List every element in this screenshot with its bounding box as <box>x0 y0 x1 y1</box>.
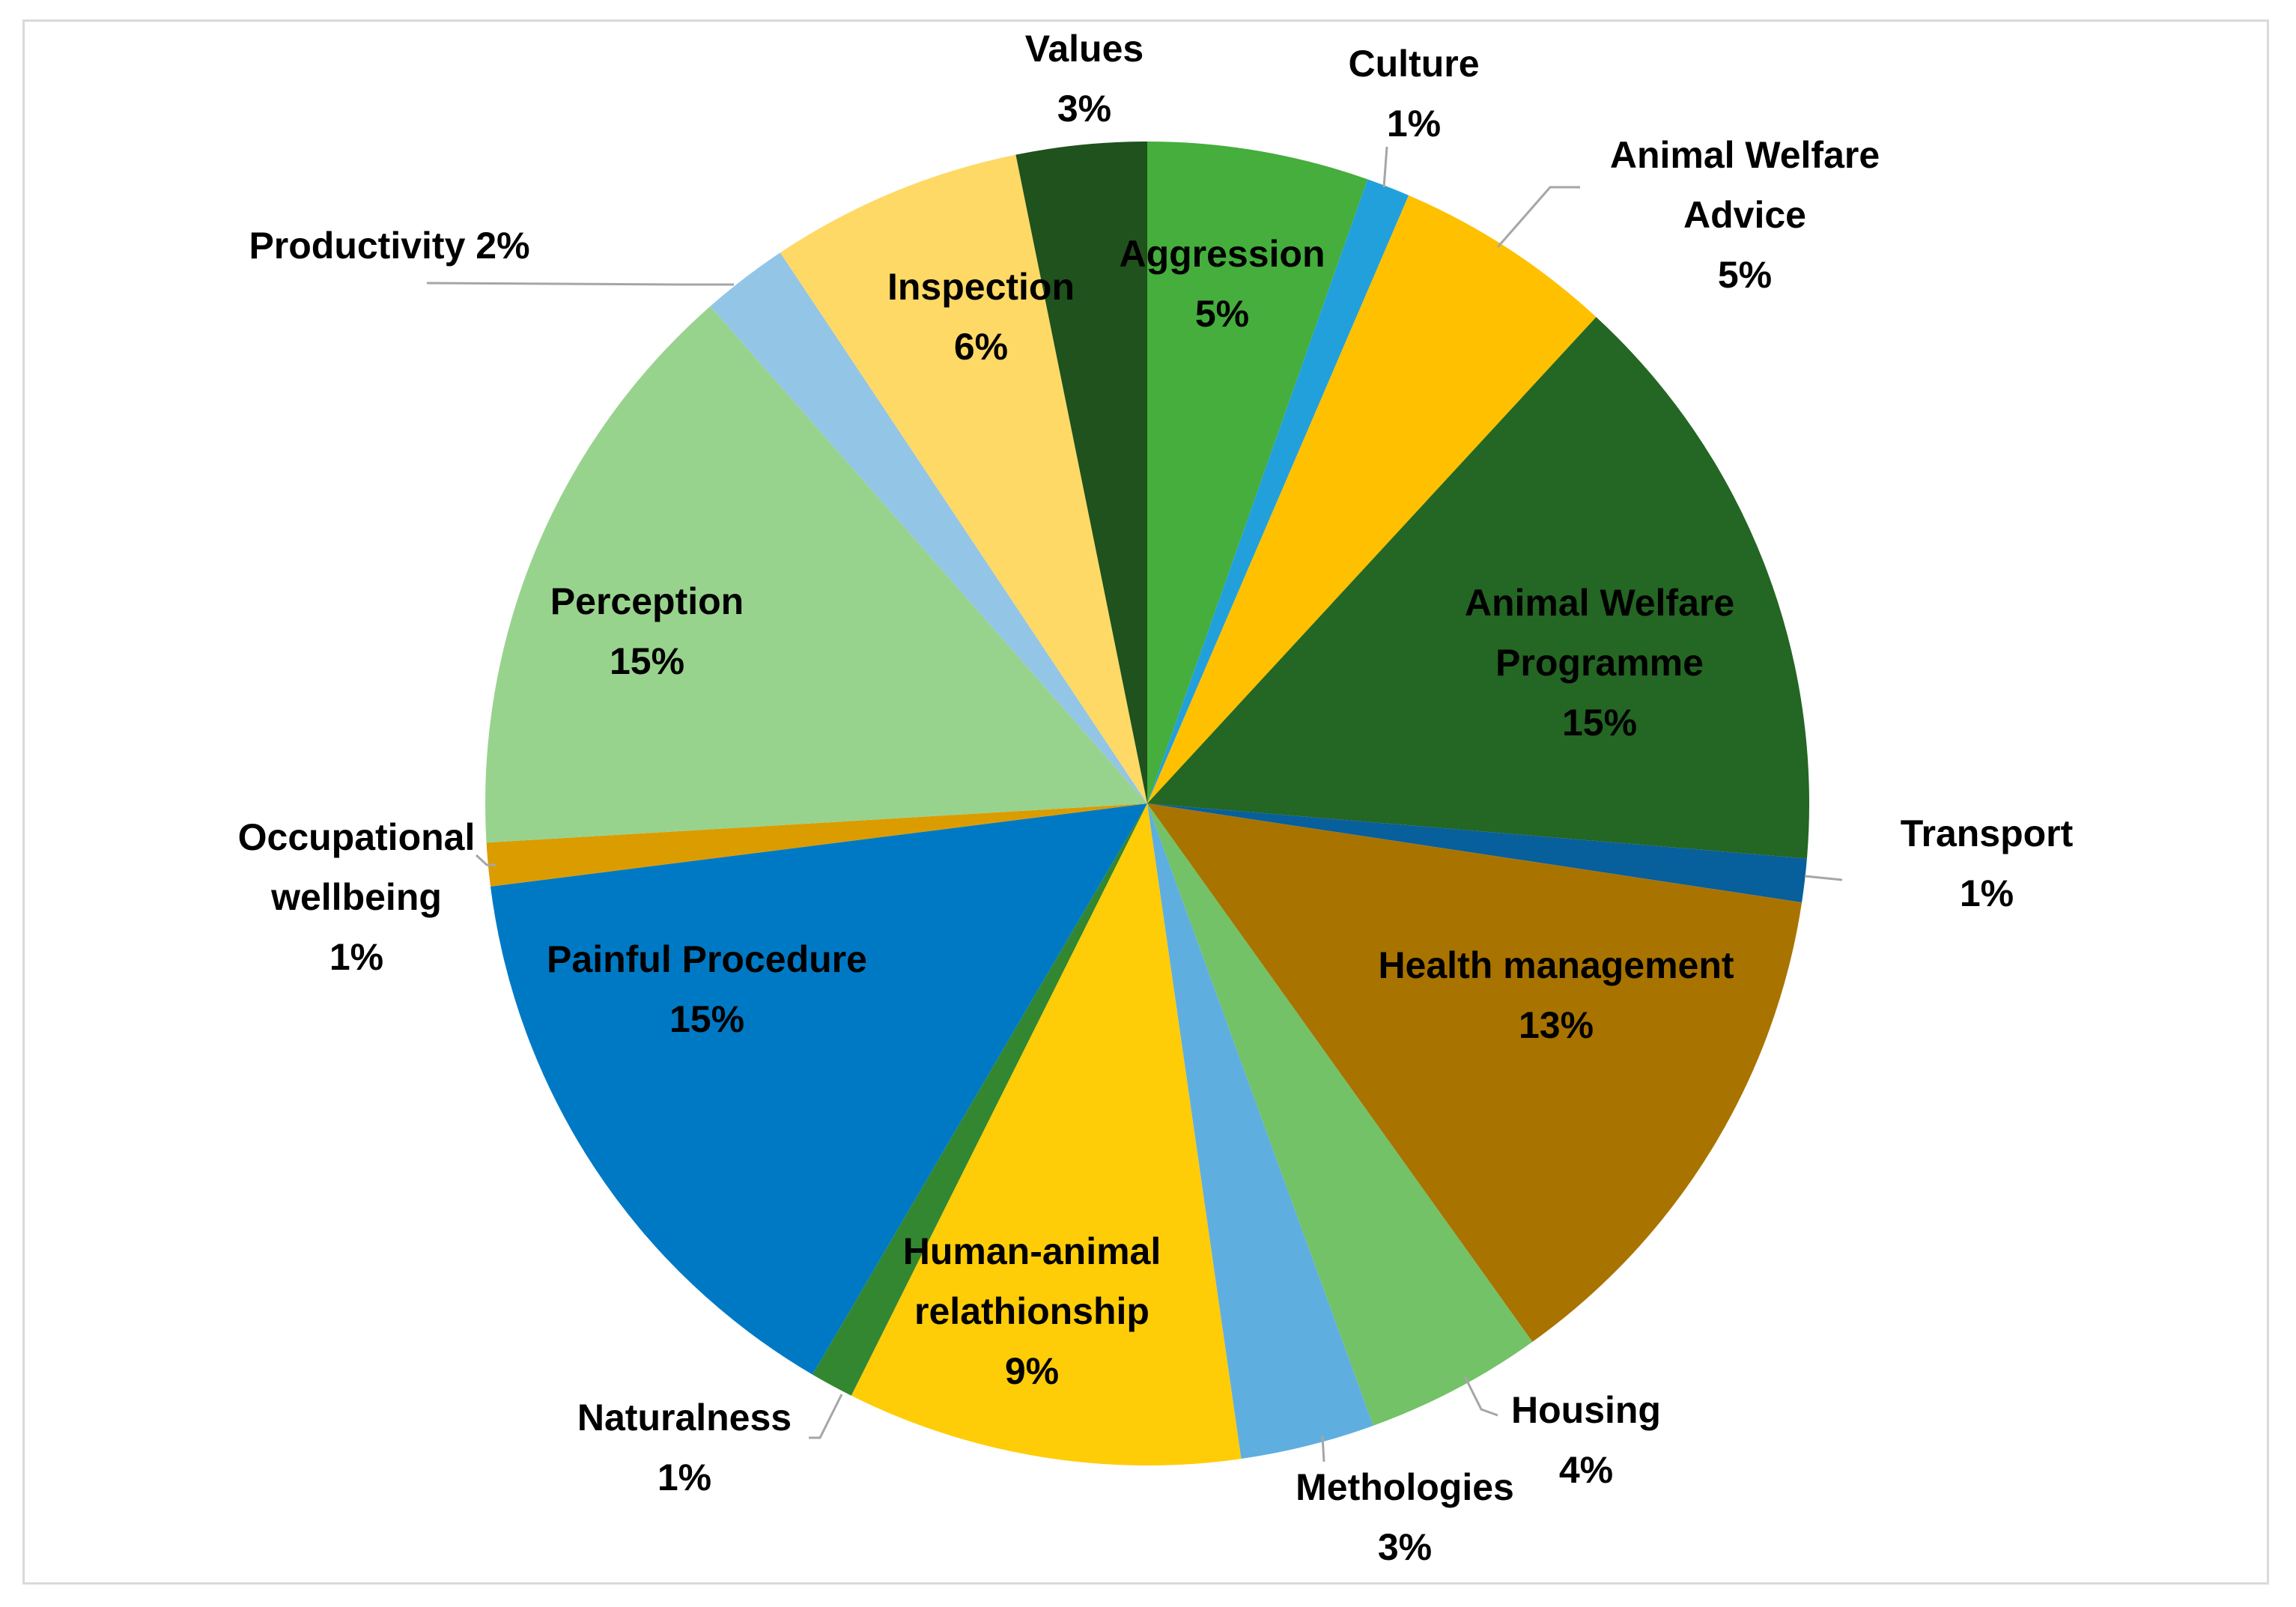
label-aggression: Aggression 5% <box>1119 233 1325 335</box>
label-occupational-wellbeing-line-2: 1% <box>329 936 383 978</box>
label-perception: Perception 15% <box>550 580 744 682</box>
slice-aggression[interactable] <box>1147 142 1368 804</box>
leader-occupational-wellbeing <box>475 854 496 866</box>
slice-health-management[interactable] <box>1147 804 1803 1342</box>
label-productivity: Productivity 2% <box>249 225 529 267</box>
leader-culture <box>1382 146 1388 188</box>
slice-painful-procedure[interactable] <box>490 804 1147 1375</box>
label-values: Values 3% <box>1025 28 1144 130</box>
leader-housing <box>1463 1376 1498 1417</box>
label-human-animal-relathionship-line-2: 9% <box>1005 1350 1059 1392</box>
label-occupational-wellbeing: Occupational wellbeing 1% <box>238 816 476 978</box>
slice-perception[interactable] <box>485 306 1147 843</box>
label-animal-welfare-programme-line-2: 15% <box>1562 702 1637 744</box>
label-animal-welfare-advice: Animal Welfare Advice 5% <box>1610 134 1880 296</box>
label-naturalness-line-0: Naturalness <box>577 1397 792 1439</box>
slice-housing[interactable] <box>1147 804 1533 1426</box>
label-animal-welfare-programme-line-1: Programme <box>1495 642 1704 684</box>
slice-transport[interactable] <box>1147 804 1807 903</box>
leader-naturalness <box>809 1394 843 1439</box>
label-aggression-line-1: 5% <box>1195 293 1249 335</box>
slice-productivity[interactable] <box>710 252 1147 804</box>
label-animal-welfare-advice-line-2: 5% <box>1718 254 1772 296</box>
leader-productivity <box>426 282 734 286</box>
label-housing: Housing 4% <box>1511 1389 1661 1491</box>
label-inspection: Inspection 6% <box>887 266 1075 368</box>
label-transport-line-1: 1% <box>1960 872 2014 914</box>
slice-culture[interactable] <box>1147 179 1409 804</box>
label-animal-welfare-advice-line-1: Advice <box>1683 194 1806 236</box>
label-productivity-line-0: Productivity 2% <box>249 225 529 267</box>
label-housing-line-1: 4% <box>1559 1449 1613 1491</box>
label-values-line-0: Values <box>1025 28 1144 70</box>
label-health-management-line-0: Health management <box>1378 944 1734 986</box>
label-transport-line-0: Transport <box>1901 812 2074 854</box>
label-aggression-line-0: Aggression <box>1119 233 1325 275</box>
label-culture-line-1: 1% <box>1387 103 1441 145</box>
slice-occupational-wellbeing[interactable] <box>486 804 1147 887</box>
leader-transport <box>1804 875 1843 881</box>
label-painful-procedure: Painful Procedure 15% <box>547 938 867 1040</box>
leaders-layer <box>426 146 1843 1462</box>
label-animal-welfare-programme-line-0: Animal Welfare <box>1465 582 1734 624</box>
label-animal-welfare-advice-line-0: Animal Welfare <box>1610 134 1880 176</box>
slice-values[interactable] <box>1015 142 1147 804</box>
label-occupational-wellbeing-line-0: Occupational <box>238 816 476 858</box>
label-methologies-line-1: 3% <box>1378 1526 1432 1568</box>
label-painful-procedure-line-0: Painful Procedure <box>547 938 867 980</box>
label-human-animal-relathionship: Human-animal relathionship 9% <box>903 1230 1161 1392</box>
label-perception-line-0: Perception <box>550 580 744 622</box>
label-culture: Culture 1% <box>1349 43 1480 145</box>
label-methologies-line-0: Methologies <box>1296 1466 1514 1508</box>
labels-layer: Aggression 5% Culture 1% Animal Welfare Advic… <box>238 28 2074 1568</box>
label-methologies: Methologies 3% <box>1296 1466 1514 1568</box>
label-naturalness: Naturalness 1% <box>577 1397 792 1498</box>
label-health-management: Health management 13% <box>1378 944 1734 1046</box>
slice-inspection[interactable] <box>780 154 1147 804</box>
slice-animal-welfare-programme[interactable] <box>1147 317 1809 859</box>
label-animal-welfare-programme: Animal Welfare Programme 15% <box>1465 582 1734 744</box>
label-naturalness-line-1: 1% <box>657 1456 711 1498</box>
label-inspection-line-1: 6% <box>954 326 1008 368</box>
label-values-line-1: 3% <box>1057 88 1111 130</box>
label-culture-line-0: Culture <box>1349 43 1480 85</box>
label-housing-line-0: Housing <box>1511 1389 1661 1431</box>
leader-methologies <box>1321 1436 1325 1462</box>
label-occupational-wellbeing-line-1: wellbeing <box>270 876 442 918</box>
label-health-management-line-1: 13% <box>1519 1004 1594 1046</box>
label-painful-procedure-line-1: 15% <box>669 998 744 1040</box>
label-human-animal-relathionship-line-1: relathionship <box>914 1290 1149 1332</box>
slice-naturalness[interactable] <box>812 804 1147 1396</box>
label-transport: Transport 1% <box>1901 812 2074 914</box>
label-inspection-line-0: Inspection <box>887 266 1075 308</box>
leader-animal-welfare-advice <box>1496 186 1580 248</box>
label-perception-line-1: 15% <box>610 640 684 682</box>
slice-animal-welfare-advice[interactable] <box>1147 195 1597 804</box>
slices-layer <box>485 142 1809 1465</box>
slice-human-animal-relathionship[interactable] <box>851 804 1242 1465</box>
label-human-animal-relathionship-line-0: Human-animal <box>903 1230 1161 1272</box>
slice-methologies[interactable] <box>1147 804 1373 1459</box>
